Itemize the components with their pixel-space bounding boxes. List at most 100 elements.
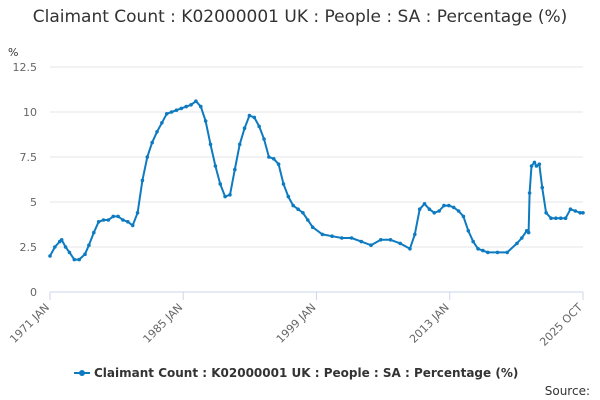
data-point[interactable] <box>135 211 140 215</box>
data-point[interactable] <box>291 203 296 208</box>
data-point[interactable] <box>59 238 64 242</box>
data-point[interactable] <box>369 243 373 247</box>
data-point[interactable] <box>106 218 111 222</box>
data-point[interactable] <box>257 124 261 129</box>
data-point[interactable] <box>87 243 91 247</box>
data-point[interactable] <box>233 167 237 172</box>
data-point[interactable] <box>573 209 578 213</box>
data-point[interactable] <box>184 104 188 109</box>
data-point[interactable] <box>534 164 539 168</box>
data-point[interactable] <box>247 113 252 118</box>
data-point[interactable] <box>252 115 257 120</box>
data-point[interactable] <box>91 230 96 235</box>
data-point[interactable] <box>471 239 475 244</box>
data-point[interactable] <box>83 252 87 256</box>
series-line[interactable] <box>49 100 583 261</box>
data-point[interactable] <box>422 202 427 206</box>
data-point[interactable] <box>179 106 184 111</box>
data-point[interactable] <box>330 234 334 238</box>
data-point[interactable] <box>417 207 422 211</box>
data-point[interactable] <box>208 142 213 147</box>
data-point[interactable] <box>189 103 193 107</box>
data-point[interactable] <box>505 250 510 255</box>
data-point[interactable] <box>53 245 57 249</box>
legend[interactable]: Claimant Count : K02000001 UK : People :… <box>74 366 518 380</box>
data-point[interactable] <box>267 155 271 159</box>
data-point[interactable] <box>427 207 432 211</box>
data-point[interactable] <box>286 194 291 199</box>
data-point[interactable] <box>305 218 310 222</box>
data-point[interactable] <box>174 108 179 112</box>
data-point[interactable] <box>527 191 532 195</box>
data-point[interactable] <box>150 140 154 145</box>
data-point[interactable] <box>447 203 451 208</box>
data-point[interactable] <box>340 236 344 240</box>
data-point[interactable] <box>77 257 81 262</box>
data-point[interactable] <box>160 121 164 125</box>
data-point[interactable] <box>48 254 52 258</box>
data-point[interactable] <box>451 205 456 210</box>
data-point[interactable] <box>540 185 545 190</box>
data-point[interactable] <box>581 211 585 215</box>
data-point[interactable] <box>549 216 553 220</box>
data-point[interactable] <box>563 216 568 220</box>
data-point[interactable] <box>96 220 101 224</box>
data-point[interactable] <box>281 182 286 186</box>
data-point[interactable] <box>568 207 573 211</box>
data-point[interactable] <box>398 241 403 246</box>
data-point[interactable] <box>140 178 145 183</box>
data-point[interactable] <box>169 110 174 114</box>
data-point[interactable] <box>296 207 300 211</box>
data-point[interactable] <box>155 130 159 134</box>
data-point[interactable] <box>554 216 558 220</box>
data-point[interactable] <box>537 162 542 166</box>
data-point[interactable] <box>529 164 534 168</box>
data-point[interactable] <box>558 216 563 220</box>
data-point[interactable] <box>218 182 223 186</box>
data-point[interactable] <box>476 247 480 251</box>
data-point[interactable] <box>481 248 485 253</box>
data-point[interactable] <box>408 247 412 251</box>
data-point[interactable] <box>301 211 305 215</box>
data-point[interactable] <box>213 164 218 168</box>
data-point[interactable] <box>310 225 315 229</box>
data-point[interactable] <box>578 211 582 215</box>
data-point[interactable] <box>130 223 135 228</box>
data-point[interactable] <box>72 257 77 262</box>
data-point[interactable] <box>413 232 417 237</box>
legend-series-label[interactable]: Claimant Count : K02000001 UK : People :… <box>94 366 518 380</box>
data-point[interactable] <box>262 137 266 141</box>
data-point[interactable] <box>276 162 281 166</box>
data-point[interactable] <box>63 245 68 249</box>
data-point[interactable] <box>116 214 120 219</box>
data-point[interactable] <box>432 211 437 215</box>
data-point[interactable] <box>145 155 150 159</box>
data-point[interactable] <box>437 209 441 213</box>
data-point[interactable] <box>242 126 247 130</box>
data-point[interactable] <box>228 193 232 197</box>
data-point[interactable] <box>349 236 354 240</box>
data-point[interactable] <box>359 239 364 244</box>
data-point[interactable] <box>388 238 393 242</box>
data-point[interactable] <box>515 241 519 246</box>
data-point[interactable] <box>101 218 106 222</box>
data-point[interactable] <box>223 194 227 199</box>
data-point[interactable] <box>532 160 537 165</box>
data-point[interactable] <box>126 220 130 224</box>
data-point[interactable] <box>271 157 276 161</box>
data-point[interactable] <box>520 236 524 240</box>
data-point[interactable] <box>320 232 325 237</box>
data-point[interactable] <box>544 211 548 215</box>
data-point[interactable] <box>442 203 446 208</box>
data-point[interactable] <box>237 142 242 147</box>
data-point[interactable] <box>461 214 466 219</box>
data-point[interactable] <box>466 229 471 233</box>
data-point[interactable] <box>378 238 383 242</box>
data-point[interactable] <box>111 214 116 219</box>
data-point[interactable] <box>495 250 500 255</box>
data-point[interactable] <box>203 119 208 123</box>
data-point[interactable] <box>198 104 203 109</box>
data-point[interactable] <box>194 99 198 103</box>
data-point[interactable] <box>67 250 72 255</box>
data-point[interactable] <box>456 209 461 213</box>
